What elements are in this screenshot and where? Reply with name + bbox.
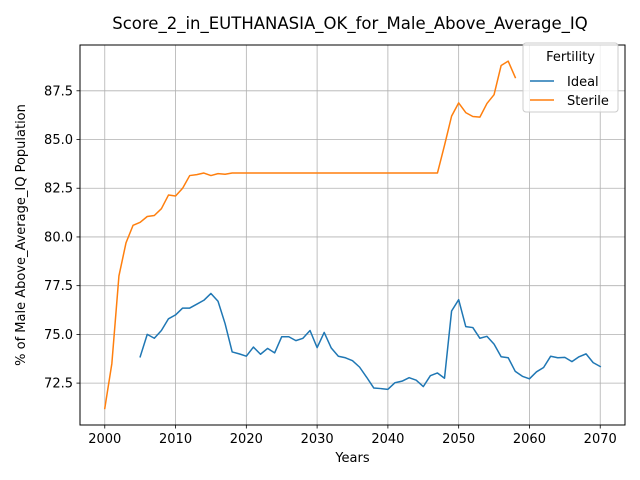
x-tick-label: 2010 (159, 432, 192, 447)
x-tick-label: 2030 (301, 432, 334, 447)
y-axis-label: % of Male Above_Average_IQ Population (14, 104, 29, 366)
x-tick-label: 2040 (371, 432, 404, 447)
y-tick-label: 82.5 (44, 182, 73, 197)
x-tick-label: 2050 (442, 432, 475, 447)
series-line-sterile (103, 60, 517, 410)
x-tick-label: 2070 (584, 432, 617, 447)
y-tick-label: 75.0 (44, 328, 73, 343)
y-tick-label: 72.5 (44, 377, 73, 392)
x-tick-label: 2060 (513, 432, 546, 447)
y-tick-label: 87.5 (44, 84, 73, 99)
x-axis-label: Years (334, 451, 370, 466)
series-line-ideal (139, 292, 602, 391)
y-tick-label: 80.0 (44, 230, 73, 245)
legend: Fertility Ideal Sterile (522, 42, 619, 113)
chart-title: Score_2_in_EUTHANASIA_OK_for_Male_Above_… (112, 14, 588, 34)
series-layer (103, 60, 602, 410)
x-tick-label: 2000 (88, 432, 121, 447)
y-axis: 72.5 75.0 77.5 80.0 82.5 85.0 87.5 (44, 84, 80, 392)
x-tick-label: 2020 (230, 432, 263, 447)
legend-label-sterile: Sterile (567, 94, 609, 109)
x-axis: 2000 2010 2020 2030 2040 2050 2060 2070 (88, 425, 617, 447)
legend-title: Fertility (546, 50, 595, 65)
y-tick-label: 85.0 (44, 133, 73, 148)
legend-box (522, 42, 619, 113)
plot-frame (79, 44, 626, 426)
y-tick-label: 77.5 (44, 279, 73, 294)
legend-label-ideal: Ideal (567, 75, 599, 90)
